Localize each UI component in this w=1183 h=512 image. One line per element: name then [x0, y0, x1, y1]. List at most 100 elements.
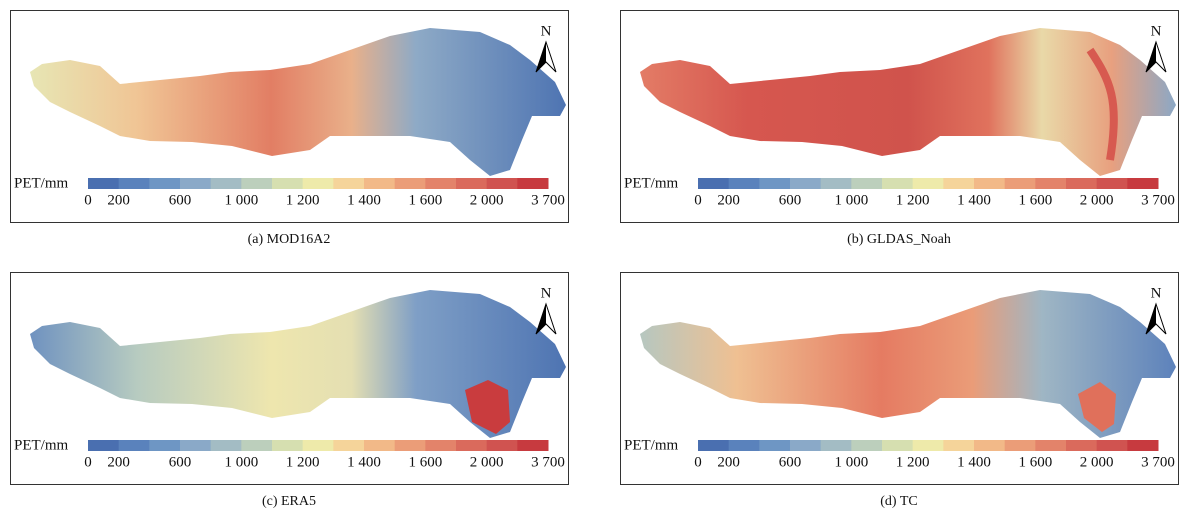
- legend-tick: 1 000: [834, 454, 868, 470]
- legend-label: PET/mm: [14, 175, 69, 191]
- legend-swatch: [1004, 440, 1036, 451]
- legend-swatch: [1035, 440, 1067, 451]
- legend-swatch: [302, 440, 334, 451]
- legend-tick: 1 200: [896, 192, 930, 208]
- legend-tick: 1 200: [286, 454, 320, 470]
- legend-tick: 1 600: [1018, 192, 1052, 208]
- legend-swatch: [820, 440, 852, 451]
- north-arrow-half: [1146, 42, 1156, 72]
- legend-tick: 1 000: [224, 192, 258, 208]
- panel-caption: (a) MOD16A2: [248, 232, 331, 247]
- legend-tick: 3 700: [531, 454, 565, 470]
- legend-swatch: [180, 178, 212, 189]
- legend-swatch: [1096, 440, 1128, 451]
- hot-patch: [1078, 382, 1116, 432]
- legend-swatch: [210, 178, 242, 189]
- legend-swatch: [1066, 178, 1098, 189]
- legend-tick: 1 400: [957, 454, 991, 470]
- legend-tick: 1 200: [896, 454, 930, 470]
- legend-tick: 600: [779, 192, 802, 208]
- legend-tick: 200: [717, 454, 740, 470]
- legend-swatch: [698, 178, 730, 189]
- legend-swatch: [517, 440, 549, 451]
- legend-tick: 1 400: [347, 192, 381, 208]
- legend-swatch: [118, 440, 150, 451]
- hot-patch: [465, 380, 510, 434]
- legend-tick: 1 400: [957, 192, 991, 208]
- legend-swatch: [759, 440, 791, 451]
- north-label: N: [541, 285, 552, 301]
- panel-caption: (d) TC: [880, 494, 917, 509]
- north-label: N: [1151, 23, 1162, 39]
- legend-swatch: [118, 178, 150, 189]
- map-panel: N PET/mm 0 200 600 1 000 1 200 1 400 1 600 2 000 3…: [10, 10, 569, 223]
- legend-tick: 1 600: [408, 192, 442, 208]
- legend-tick: 2 000: [470, 192, 504, 208]
- legend-swatch: [974, 440, 1006, 451]
- legend-swatch: [820, 178, 852, 189]
- legend-tick: 2 000: [1080, 192, 1114, 208]
- legend-tick: 200: [107, 454, 130, 470]
- legend-swatch: [790, 440, 822, 451]
- legend-tick: 2 000: [1080, 454, 1114, 470]
- legend-swatch: [210, 440, 242, 451]
- north-label: N: [1151, 285, 1162, 301]
- legend-swatch: [882, 178, 914, 189]
- legend-swatch: [1096, 178, 1128, 189]
- legend-swatch: [241, 178, 273, 189]
- legend-tick: 3 700: [1141, 192, 1175, 208]
- legend-swatch: [728, 440, 760, 451]
- panel-caption: (b) GLDAS_Noah: [847, 232, 951, 247]
- legend-tick: 1 200: [286, 192, 320, 208]
- legend-tick: 1 000: [224, 454, 258, 470]
- legend-tick: 0: [84, 454, 92, 470]
- legend-swatch: [698, 440, 730, 451]
- legend-swatch: [333, 440, 365, 451]
- legend-swatch: [486, 440, 518, 451]
- legend-swatch: [943, 178, 975, 189]
- legend-swatch: [180, 440, 212, 451]
- legend-swatch: [1127, 178, 1159, 189]
- legend-swatch: [851, 440, 883, 451]
- legend-swatch: [1127, 440, 1159, 451]
- legend-tick: 600: [169, 192, 192, 208]
- legend-tick: 2 000: [470, 454, 504, 470]
- legend-swatch: [943, 440, 975, 451]
- legend-swatch: [517, 178, 549, 189]
- legend-tick: 0: [694, 454, 702, 470]
- legend-tick: 3 700: [531, 192, 565, 208]
- north-arrow-half: [536, 42, 546, 72]
- legend-swatch: [394, 178, 426, 189]
- legend-swatch: [456, 440, 488, 451]
- map-panel: N PET/mm 0 200 600 1 000 1 200 1 400 1 600 2 000 3…: [10, 272, 569, 485]
- cool-streak: [1086, 47, 1118, 161]
- legend-label: PET/mm: [14, 437, 69, 453]
- legend-swatch: [88, 440, 120, 451]
- legend-swatch: [302, 178, 334, 189]
- legend-tick: 200: [717, 192, 740, 208]
- legend-swatch: [456, 178, 488, 189]
- map-panel: N PET/mm 0 200 600 1 000 1 200 1 400 1 600 2 000 3…: [620, 272, 1179, 485]
- north-arrow-half: [1146, 304, 1156, 334]
- legend-swatch: [912, 440, 944, 451]
- legend-tick: 600: [779, 454, 802, 470]
- legend-swatch: [1066, 440, 1098, 451]
- legend-swatch: [912, 178, 944, 189]
- legend-swatch: [425, 440, 457, 451]
- north-label: N: [541, 23, 552, 39]
- legend-swatch: [149, 178, 181, 189]
- legend-swatch: [1004, 178, 1036, 189]
- legend-swatch: [851, 178, 883, 189]
- legend-swatch: [88, 178, 120, 189]
- legend-label: PET/mm: [624, 175, 679, 191]
- legend-swatch: [364, 178, 396, 189]
- legend-swatch: [364, 440, 396, 451]
- legend-swatch: [394, 440, 426, 451]
- legend-tick: 1 600: [1018, 454, 1052, 470]
- legend-tick: 1 600: [408, 454, 442, 470]
- legend-swatch: [486, 178, 518, 189]
- legend-swatch: [728, 178, 760, 189]
- legend-label: PET/mm: [624, 437, 679, 453]
